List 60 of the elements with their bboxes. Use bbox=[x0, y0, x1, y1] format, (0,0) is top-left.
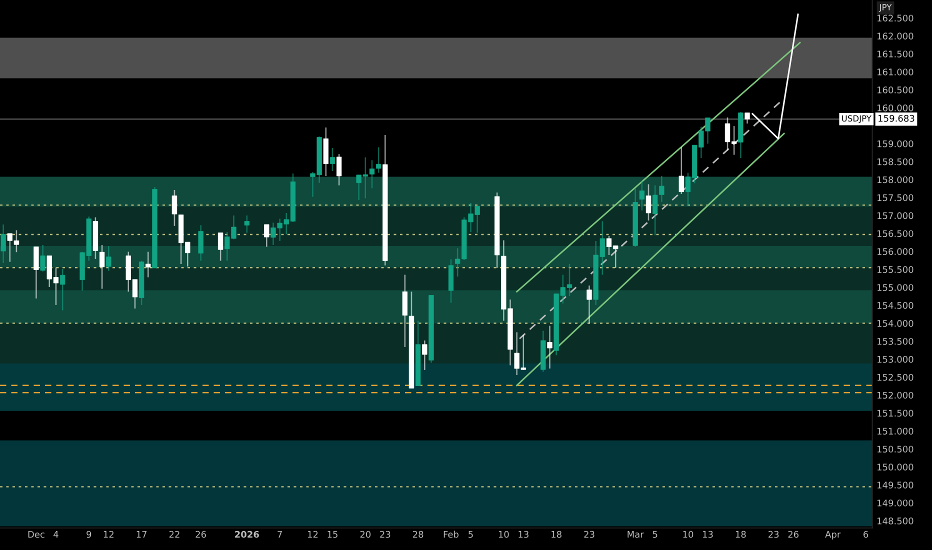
y-tick-label: 151.500 bbox=[878, 410, 914, 417]
x-tick-label: 22 bbox=[169, 530, 180, 538]
x-tick-label: 10 bbox=[498, 530, 509, 538]
x-tick-label: 7 bbox=[278, 531, 282, 538]
y-tick-label: 161.500 bbox=[878, 50, 914, 58]
x-tick-label: 6 bbox=[864, 530, 868, 538]
x-tick-label: 10 bbox=[683, 530, 694, 538]
x-tick-label: 13 bbox=[703, 530, 713, 538]
x-tick-label: 18 bbox=[736, 530, 746, 538]
x-tick-label: Dec bbox=[28, 531, 44, 538]
y-tick-label: 157.500 bbox=[878, 194, 914, 202]
x-tick-label: 13 bbox=[518, 530, 528, 538]
x-tick-label: 15 bbox=[328, 531, 338, 538]
y-tick-label: 156.000 bbox=[878, 248, 914, 255]
y-tick-label: 148.500 bbox=[878, 518, 914, 524]
y-tick-label: 153.500 bbox=[878, 338, 914, 345]
x-tick-label: 2026 bbox=[235, 530, 259, 538]
y-tick-label: 159.000 bbox=[878, 140, 914, 148]
text: JPY bbox=[878, 4, 892, 12]
y-tick-label: 162.500 bbox=[878, 14, 914, 22]
y-tick-label: 149.000 bbox=[878, 500, 914, 506]
x-tick-label: 5 bbox=[468, 531, 473, 538]
x-tick-label: 23 bbox=[380, 530, 390, 538]
y-tick-label: 155.500 bbox=[878, 266, 914, 273]
y-tick-label: 152.000 bbox=[878, 392, 914, 399]
y-tick-label: 155.000 bbox=[878, 284, 914, 291]
y-tick-label: 152.500 bbox=[878, 374, 914, 381]
y-tick-label: 153.000 bbox=[878, 356, 914, 363]
y-tick-label: 150.000 bbox=[878, 464, 914, 470]
annotation: USDJPY bbox=[842, 115, 872, 124]
y-tick-label: 158.500 bbox=[878, 158, 914, 166]
x-tick-label: 17 bbox=[136, 531, 147, 538]
y-tick-label: 150.500 bbox=[878, 446, 914, 453]
ref-line-label: 159.683 bbox=[878, 114, 914, 122]
x-tick-label: 12 bbox=[308, 530, 318, 538]
y-tick-label: 160.500 bbox=[878, 86, 914, 94]
y-tick-label: 161.000 bbox=[878, 68, 914, 76]
x-tick-label: Feb bbox=[444, 530, 458, 538]
x-tick-label: Mar bbox=[628, 531, 644, 538]
y-tick-label: 149.500 bbox=[878, 482, 914, 488]
y-tick-label: 157.000 bbox=[878, 212, 914, 220]
y-tick-label: 158.000 bbox=[878, 176, 914, 184]
x-tick-label: 18 bbox=[552, 530, 562, 538]
y-tick-label: 160.000 bbox=[878, 104, 914, 112]
x-tick-label: 12 bbox=[104, 530, 114, 538]
y-tick-label: 154.500 bbox=[878, 302, 914, 309]
y-tick-label: 151.000 bbox=[878, 428, 914, 435]
y-tick-label: 154.000 bbox=[878, 320, 914, 327]
y-tick-label: 162.000 bbox=[878, 32, 914, 40]
x-tick-label: 28 bbox=[412, 530, 424, 538]
x-tick-label: 26 bbox=[788, 530, 799, 538]
x-tick-label: 26 bbox=[196, 530, 206, 538]
x-tick-label: 9 bbox=[86, 530, 92, 538]
y-tick-label: 156.500 bbox=[878, 230, 914, 238]
x-tick-label: 23 bbox=[768, 530, 779, 538]
x-tick-label: 20 bbox=[360, 530, 371, 538]
x-tick-label: 23 bbox=[584, 530, 594, 538]
x-tick-label: 4 bbox=[54, 531, 58, 538]
x-tick-label: 5 bbox=[652, 531, 658, 538]
x-tick-label: Apr bbox=[825, 531, 841, 540]
